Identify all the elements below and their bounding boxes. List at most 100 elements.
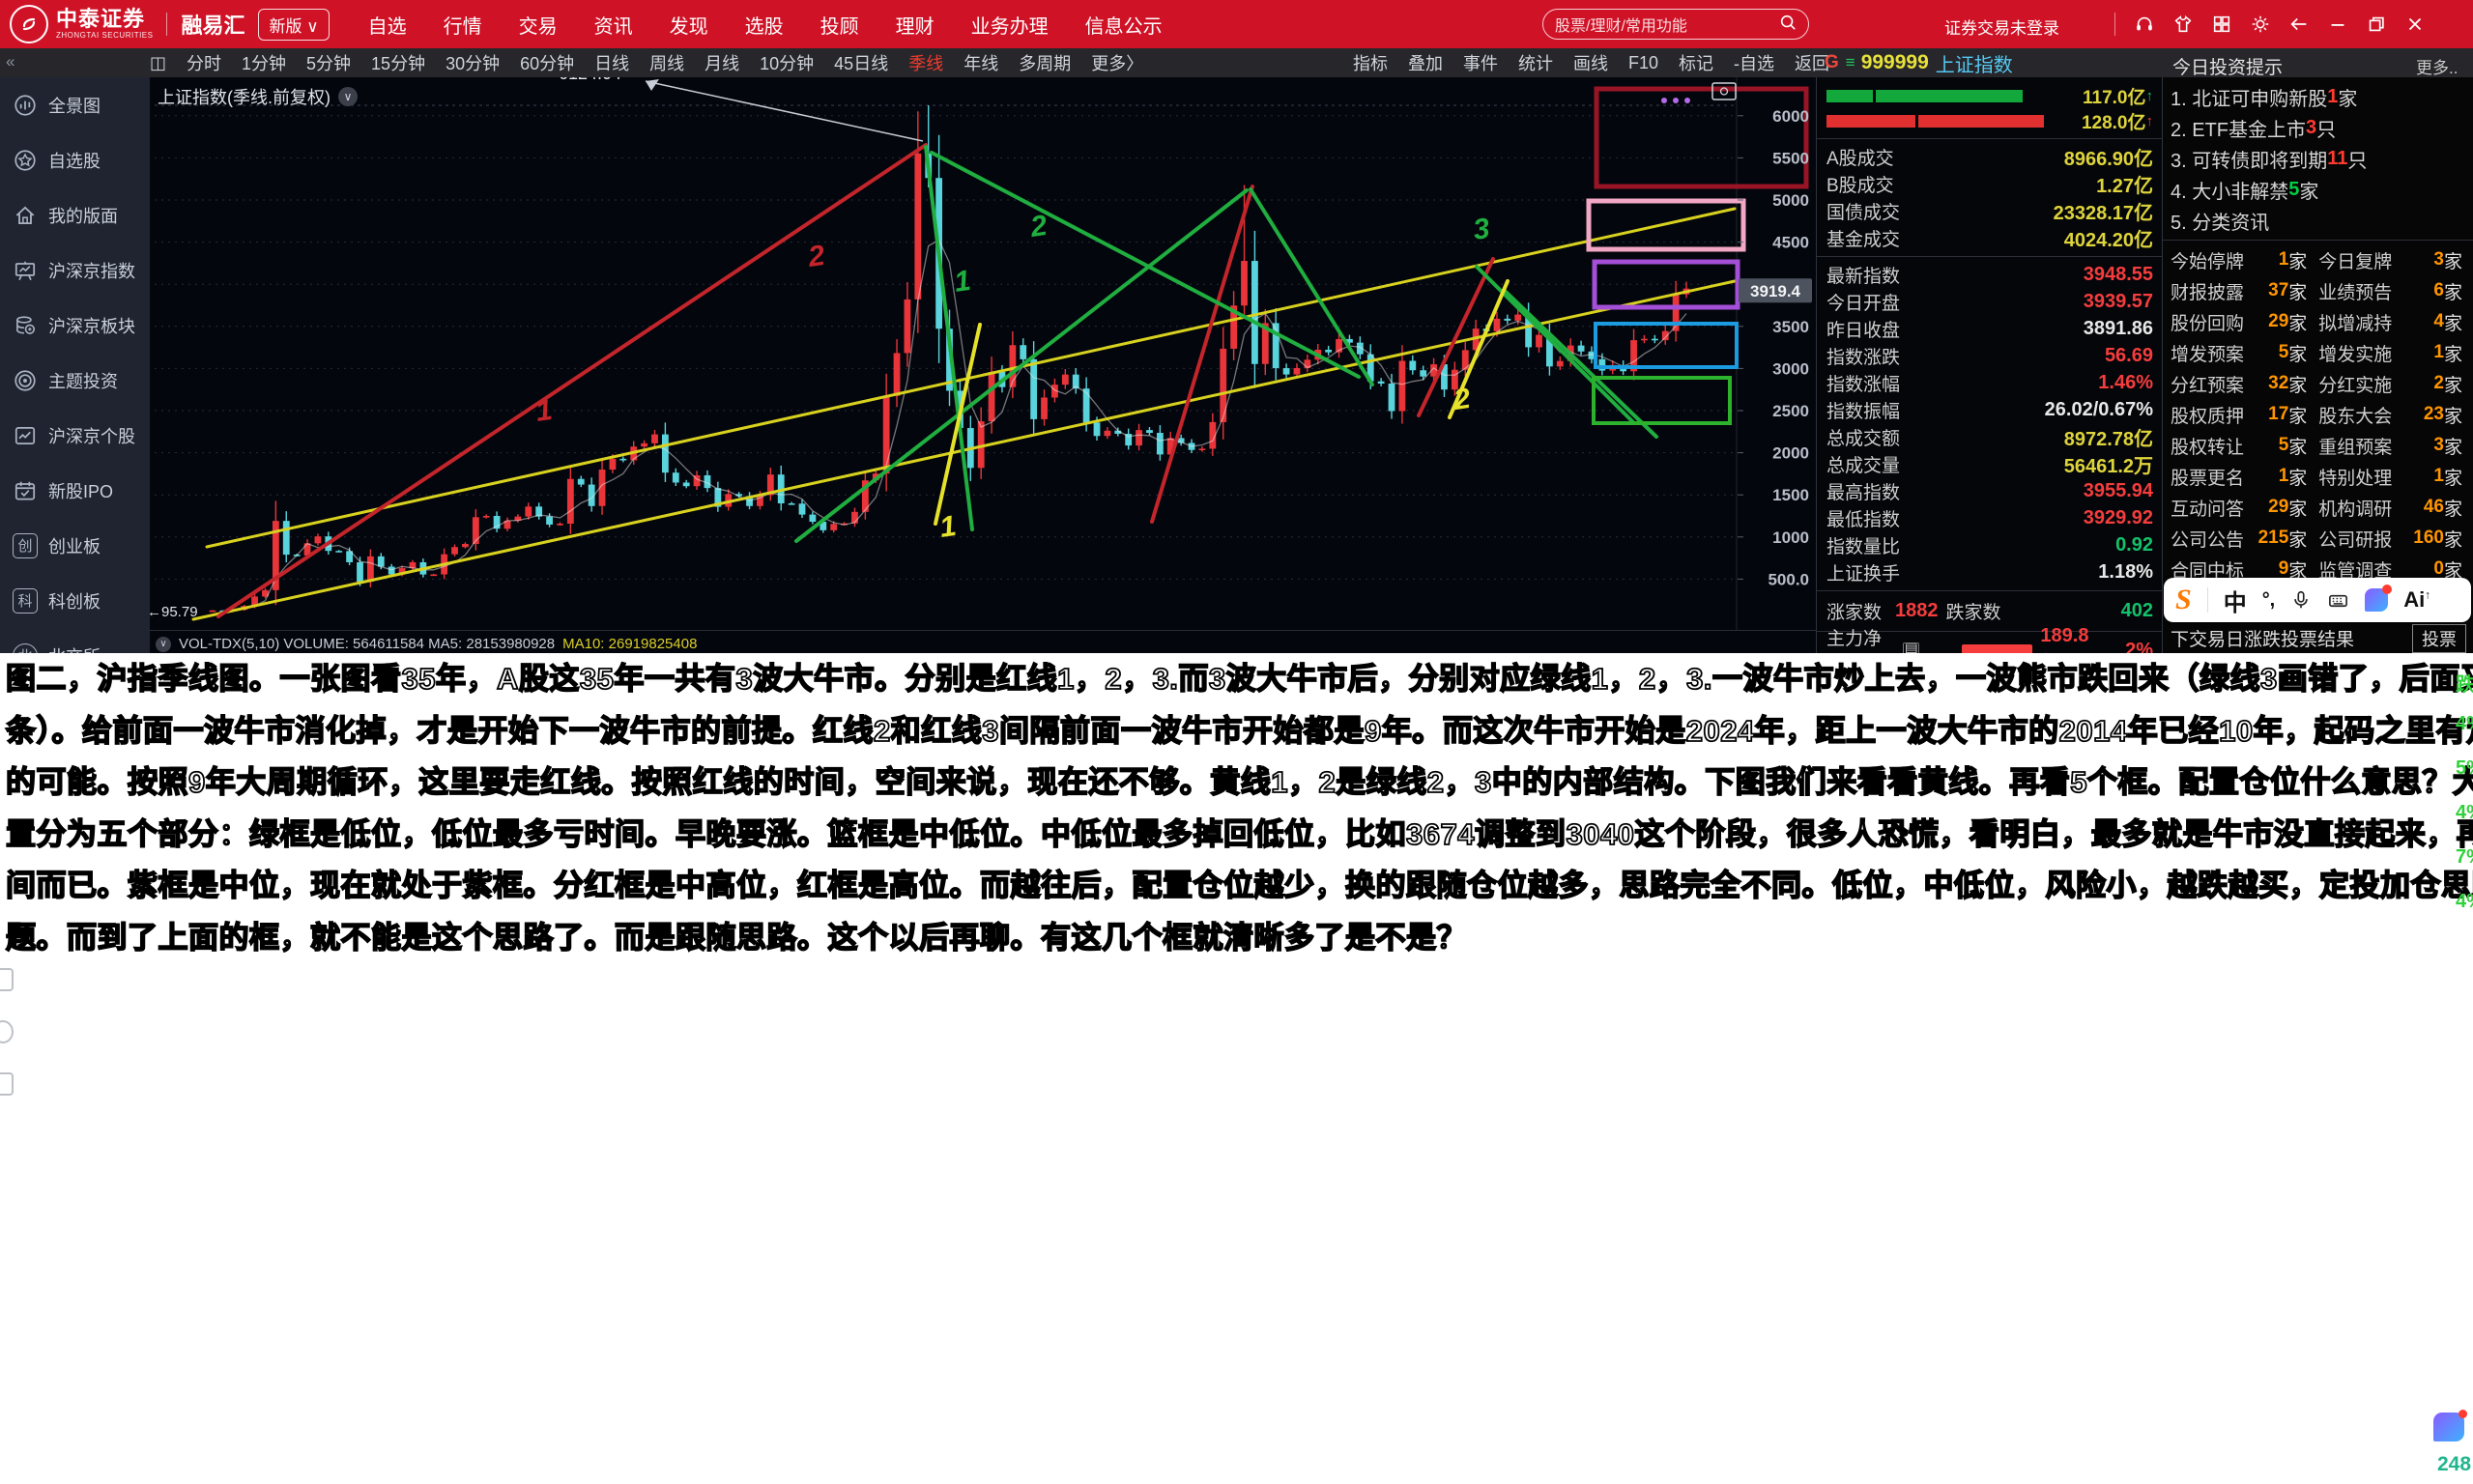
tip-item[interactable]: 5. 分类资讯 — [2171, 205, 2468, 236]
close-icon[interactable] — [2404, 14, 2426, 35]
keyboard-icon[interactable] — [2327, 589, 2349, 612]
period-tab-更多〉[interactable]: 更多〉 — [1091, 54, 1144, 73]
quote-row-label: 最低指数 — [1826, 509, 1901, 530]
period-tab-1分钟[interactable]: 1分钟 — [242, 54, 287, 73]
search-input[interactable]: 股票/理财/常用功能 — [1542, 9, 1809, 40]
quote-row-value: 56.69 — [2104, 344, 2153, 366]
search-icon[interactable] — [1779, 14, 1797, 36]
sidebar-item-主题投资[interactable]: 主题投资 — [0, 353, 150, 408]
sidebar-item-我的版面[interactable]: 我的版面 — [0, 187, 150, 243]
sidebar-item-沪深京个股[interactable]: 沪深京个股 — [0, 408, 150, 463]
sidebar-item-新股IPO[interactable]: 新股IPO — [0, 463, 150, 518]
tips-table-row[interactable]: 增发预案 5 家增发实施 1 家 — [2171, 337, 2468, 368]
chevron-down-icon[interactable]: ∨ — [338, 87, 358, 106]
ime-ai-button[interactable]: Ai↑ — [2403, 587, 2431, 612]
sidebar-item-北交所[interactable]: 北北交所 — [0, 628, 150, 653]
menu-item-业务办理[interactable]: 业务办理 — [970, 15, 1049, 38]
tips-table-row[interactable]: 合同中标 9 家监管调查 0 家 — [2171, 554, 2468, 585]
ime-language-toggle[interactable]: 中 — [2223, 589, 2247, 616]
menu-item-投顾[interactable]: 投顾 — [820, 15, 859, 38]
collapse-sidebar-icon[interactable]: « — [6, 52, 15, 71]
back-arrow-icon[interactable] — [2288, 14, 2310, 35]
tool--自选[interactable]: -自选 — [1734, 54, 1775, 73]
sidebar-item-沪深京指数[interactable]: 沪深京指数 — [0, 243, 150, 298]
tips-table-row[interactable]: 股份回购 29 家拟增减持 4 家 — [2171, 306, 2468, 337]
tool-返回[interactable]: 返回 — [1795, 54, 1830, 73]
period-tab-5分钟[interactable]: 5分钟 — [306, 54, 352, 73]
quote-row-label: 今日开盘 — [1826, 293, 1901, 314]
microphone-icon[interactable] — [2290, 589, 2312, 611]
skin-theme-icon[interactable] — [2172, 14, 2194, 35]
tool-事件[interactable]: 事件 — [1463, 54, 1498, 73]
tips-table-row[interactable]: 分红预案 32 家分红实施 2 家 — [2171, 368, 2468, 399]
tool-统计[interactable]: 统计 — [1518, 54, 1553, 73]
tip-item[interactable]: 1. 北证可申购新股 1 家 — [2171, 81, 2468, 112]
tool-画线[interactable]: 画线 — [1573, 54, 1608, 73]
period-tab-15分钟[interactable]: 15分钟 — [371, 54, 426, 73]
chevron-down-icon[interactable]: ∨ — [156, 636, 171, 652]
period-tab-季线[interactable]: 季线 — [908, 54, 944, 73]
candlestick-chart[interactable]: 1 2 1 2 3 1 2 6124.04 6000 5500 5000 4500 3500 3000 25… — [150, 77, 1816, 630]
menu-item-信息公示[interactable]: 信息公示 — [1084, 15, 1163, 38]
sidebar-item-全景图[interactable]: 全景图 — [0, 77, 150, 132]
tips-table-row[interactable]: 股票更名 1 家特别处理 1 家 — [2171, 461, 2468, 492]
settings-gear-icon[interactable] — [2250, 14, 2271, 35]
corner-number-fragment: 248 — [2437, 1453, 2472, 1475]
menu-item-选股[interactable]: 选股 — [744, 15, 784, 38]
period-tab-分时[interactable]: 分时 — [187, 54, 222, 73]
tips-table-row[interactable]: 股权转让 5 家重组预案 3 家 — [2171, 430, 2468, 461]
customer-service-icon[interactable] — [2134, 14, 2155, 35]
tips-more-link[interactable]: 更多.. — [2416, 59, 2459, 77]
menu-item-交易[interactable]: 交易 — [518, 15, 558, 38]
menu-item-行情[interactable]: 行情 — [443, 15, 482, 38]
vote-button[interactable]: 投票 — [2412, 623, 2466, 653]
tip-item[interactable]: 3. 可转债即将到期 11 只 — [2171, 143, 2468, 174]
period-tab-60分钟[interactable]: 60分钟 — [520, 54, 575, 73]
version-dropdown[interactable]: 新版 ∨ — [258, 8, 330, 41]
sogou-logo-icon[interactable]: S — [2175, 584, 2192, 615]
period-tab-月线[interactable]: 月线 — [705, 54, 740, 73]
period-tab-45日线[interactable]: 45日线 — [834, 54, 889, 73]
ime-skin-icon[interactable] — [2365, 585, 2393, 612]
period-tab-日线[interactable]: 日线 — [594, 54, 630, 73]
tips-table-row[interactable]: 财报披露 37 家业绩预告 6 家 — [2171, 275, 2468, 306]
tool-指标[interactable]: 指标 — [1353, 54, 1388, 73]
login-status[interactable]: 证券交易未登录 — [1944, 19, 2059, 38]
apps-grid-icon[interactable] — [2211, 14, 2232, 35]
svg-text:2: 2 — [1451, 383, 1472, 416]
menu-item-自选[interactable]: 自选 — [367, 15, 407, 38]
tip-item[interactable]: 4. 大小非解禁 5 家 — [2171, 174, 2468, 205]
period-tab-周线[interactable]: 周线 — [649, 54, 685, 73]
tips-table-row[interactable]: 公司公告 215 家公司研报 160 家 — [2171, 523, 2468, 554]
svg-text:2500: 2500 — [1772, 402, 1809, 420]
sidebar-item-自选股[interactable]: 自选股 — [0, 132, 150, 187]
level2-g-icon: G — [1825, 52, 1839, 72]
period-tab-10分钟[interactable]: 10分钟 — [760, 54, 815, 73]
ime-floating-icon[interactable] — [2433, 1410, 2467, 1441]
analysis-text-line: 图二，沪指季线图。一张图看35年，A股这35年一共有3波大牛市。分别是红线1，2… — [5, 661, 2473, 697]
sidebar-item-沪深京板块[interactable]: 沪深京板块 — [0, 298, 150, 353]
restore-window-icon[interactable] — [2366, 14, 2387, 35]
tip-item[interactable]: 2. ETF基金上市 3 只 — [2171, 112, 2468, 143]
menu-item-资讯[interactable]: 资讯 — [593, 15, 633, 38]
period-tab-多周期[interactable]: 多周期 — [1019, 54, 1072, 73]
sidebar-item-创业板[interactable]: 创创业板 — [0, 518, 150, 573]
window-split-icon[interactable]: ◫ — [150, 52, 167, 72]
tips-table-row[interactable]: 互动问答 29 家机构调研 46 家 — [2171, 492, 2468, 523]
period-tab-30分钟[interactable]: 30分钟 — [446, 54, 501, 73]
tool-叠加[interactable]: 叠加 — [1408, 54, 1443, 73]
ime-punctuation-toggle[interactable]: °, — [2261, 588, 2276, 611]
tool-F10[interactable]: F10 — [1628, 52, 1659, 72]
tips-table-row[interactable]: 今始停牌 1 家今日复牌 3 家 — [2171, 244, 2468, 275]
flow-value: 128.0亿 — [2081, 112, 2146, 133]
quote-row-label: 昨日收盘 — [1826, 320, 1901, 341]
symbol-selector[interactable]: G ≡ 999999 上证指数 — [1825, 48, 2013, 77]
menu-item-发现[interactable]: 发现 — [669, 15, 708, 38]
chart-area[interactable]: 1 2 1 2 3 1 2 6124.04 6000 5500 5000 4500 3500 3000 25… — [147, 77, 1816, 653]
menu-item-理财[interactable]: 理财 — [895, 15, 935, 38]
period-tab-年线[interactable]: 年线 — [963, 54, 999, 73]
tips-table-row[interactable]: 股权质押 17 家股东大会 23 家 — [2171, 399, 2468, 430]
tool-标记[interactable]: 标记 — [1679, 54, 1714, 73]
sidebar-item-科创板[interactable]: 科科创板 — [0, 573, 150, 628]
minimize-icon[interactable] — [2327, 14, 2348, 35]
